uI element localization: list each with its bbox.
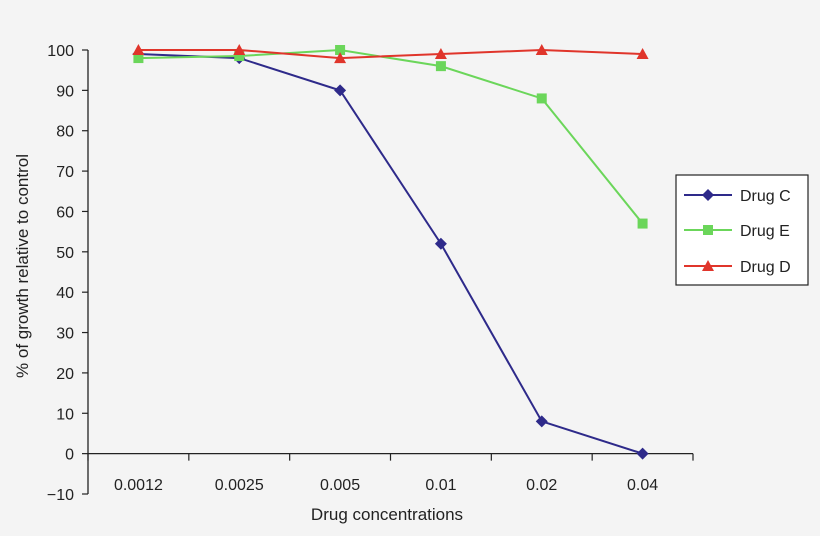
x-tick-label: 0.04 (627, 477, 658, 494)
y-tick-label: −10 (47, 487, 74, 504)
data-point-drug-e (234, 51, 245, 62)
x-tick-label: 0.0012 (114, 477, 163, 494)
data-point-drug-d (233, 44, 246, 55)
series-line-drug-d (138, 48, 643, 60)
data-point-drug-d (434, 48, 447, 60)
y-tick-label: 70 (56, 164, 74, 181)
legend-label-drug-c: Drug C (740, 188, 791, 205)
x-tick-label: 0.005 (320, 477, 360, 494)
x-tick-label: 0.0025 (215, 477, 264, 494)
y-tick-label: 30 (56, 326, 74, 343)
legend-marker-drug-c (702, 189, 714, 201)
data-point-drug-d (132, 44, 145, 55)
series-drug-d (132, 44, 649, 64)
y-tick-label: 90 (56, 83, 74, 100)
series-drug-e (133, 45, 648, 229)
legend: Drug C Drug E Drug D (675, 174, 809, 286)
legend-item-drug-e: Drug E (684, 223, 790, 240)
data-point-drug-d (334, 52, 347, 64)
data-point-drug-c (636, 447, 649, 460)
y-tick-label: 10 (56, 406, 74, 423)
x-axis-title: Drug concentrations (311, 505, 463, 524)
legend-item-drug-c: Drug C (684, 188, 791, 205)
x-tick-label: 0.01 (425, 477, 456, 494)
series-line-drug-e (138, 48, 644, 225)
data-point-drug-c (334, 84, 347, 97)
data-point-drug-c (535, 415, 548, 428)
data-point-drug-d (535, 44, 548, 55)
data-point-drug-e (133, 53, 144, 64)
series-line-drug-c (138, 53, 643, 455)
legend-item-drug-d: Drug D (684, 259, 791, 276)
data-point-drug-d (636, 48, 649, 60)
data-point-drug-e (637, 218, 648, 229)
x-axis: 0.0012 0.0025 0.005 0.01 0.02 0.04 (87, 452, 694, 494)
y-tick-label: 80 (56, 124, 74, 141)
y-tick-label: 50 (56, 245, 74, 262)
series-drug-c (132, 48, 649, 460)
legend-label-drug-d: Drug D (740, 259, 791, 276)
y-tick-label: 20 (56, 366, 74, 383)
data-point-drug-e (335, 45, 346, 55)
data-point-drug-e (435, 61, 446, 72)
legend-label-drug-e: Drug E (740, 223, 790, 240)
y-tick-label: 100 (47, 43, 74, 60)
x-tick-label: 0.02 (526, 477, 557, 494)
y-tick-label: 40 (56, 285, 74, 302)
y-tick-label: 60 (56, 204, 74, 221)
data-point-drug-e (536, 93, 547, 104)
data-point-drug-c (434, 237, 447, 250)
legend-marker-drug-d (702, 260, 714, 271)
legend-marker-drug-e (703, 225, 713, 235)
y-tick-label: 0 (65, 447, 74, 464)
y-axis-title: % of growth relative to control (13, 154, 32, 378)
plot-series (132, 44, 649, 460)
